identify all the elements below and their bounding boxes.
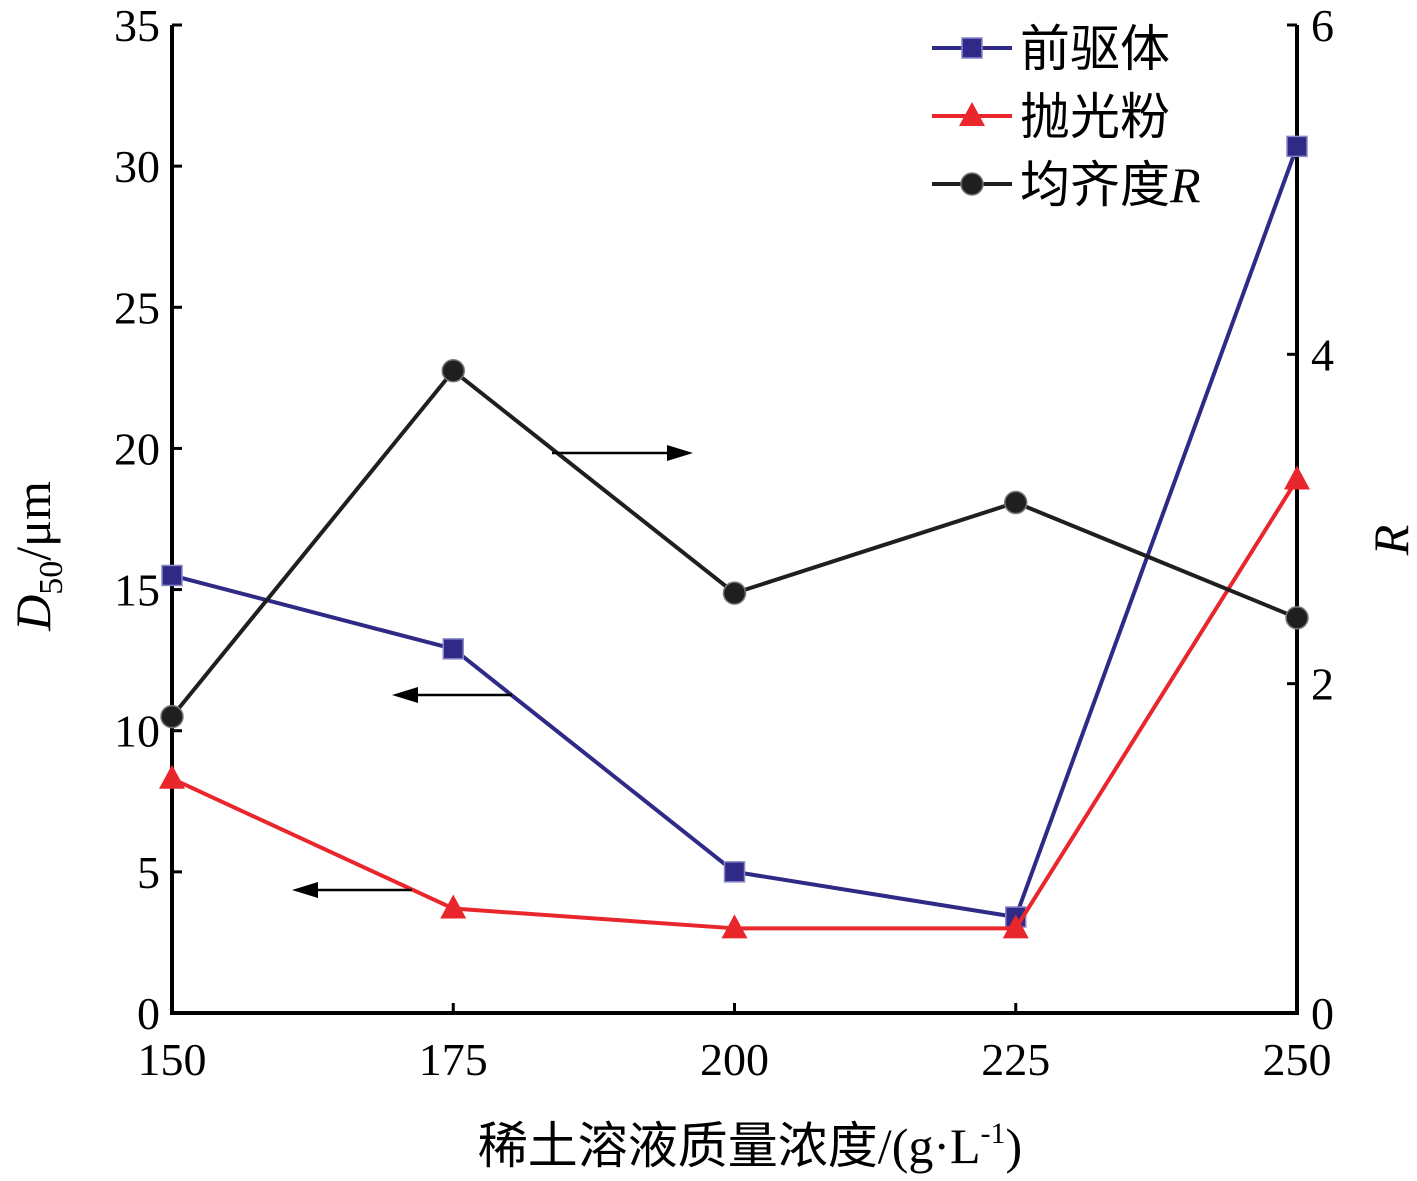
data-point-triangle <box>721 914 748 939</box>
arrow-left-axis-powder-head <box>292 882 318 898</box>
x-axis-title-end: ) <box>1006 1118 1023 1174</box>
x-tick-label: 200 <box>700 1034 769 1085</box>
y-tick-label: 20 <box>114 423 160 474</box>
y-axis-title-sub: 50 <box>33 561 70 595</box>
x-tick-label: 250 <box>1263 1034 1332 1085</box>
data-point-circle <box>1004 490 1028 515</box>
axes: 0 5 10 15 20 25 30 35 0 2 4 6 150 175 200 225 250 <box>114 0 1334 1085</box>
x-axis-title-text: 稀土溶液质量浓度/(g·L <box>478 1118 981 1174</box>
x-axis-title-sup: -1 <box>981 1117 1006 1150</box>
x-tick-label: 150 <box>138 1034 207 1085</box>
y-axis-title-letter: D <box>5 595 61 632</box>
data-point-square <box>442 638 464 660</box>
x-tick-label: 175 <box>419 1034 488 1085</box>
data-point-triangle <box>1284 465 1310 490</box>
y2-tick-label: 0 <box>1311 988 1334 1039</box>
y2-tick-label: 2 <box>1311 659 1334 710</box>
legend-label: 抛光粉 <box>1020 89 1170 145</box>
y-tick-label: 5 <box>137 847 160 898</box>
y2-axis-title: R <box>1363 525 1417 557</box>
legend-label-text: 前驱体 <box>1020 21 1170 77</box>
data-point-square <box>161 564 183 587</box>
data-point-square <box>1286 135 1308 158</box>
x-axis-title: 稀土溶液质量浓度/(g·L-1) <box>478 1117 1022 1174</box>
legend-label-italic: R <box>1169 157 1201 213</box>
data-point-circle <box>1285 606 1309 630</box>
y2-tick-label: 6 <box>1311 0 1334 51</box>
data-point-triangle <box>1002 914 1029 939</box>
data-point-circle <box>441 359 465 383</box>
legend-marker-circle <box>960 172 984 196</box>
data-point-square <box>723 861 746 883</box>
legend-label: 均齐度R <box>1020 157 1201 213</box>
x-tick-label: 225 <box>981 1034 1050 1085</box>
arrow-left-axis-precursor-head <box>392 687 418 703</box>
series-line-circle <box>170 368 1298 718</box>
series-layer <box>159 135 1310 939</box>
data-point-triangle <box>159 764 185 789</box>
y-tick-label: 0 <box>137 988 160 1039</box>
series-circle-group <box>160 359 1309 729</box>
data-point-triangle <box>440 894 467 919</box>
series-triangle-group <box>159 465 1310 939</box>
y-axis-title-unit: /μm <box>5 481 61 561</box>
legend-label-text: 均齐度 <box>1020 157 1170 213</box>
y-axis-title: D50/μm <box>5 481 70 632</box>
y-tick-label: 25 <box>114 282 160 333</box>
y2-tick-label: 4 <box>1311 329 1334 380</box>
series-square-group <box>161 135 1308 928</box>
y-tick-label: 35 <box>114 0 160 51</box>
y-tick-label: 15 <box>114 565 160 616</box>
legend-marker-triangle <box>959 102 985 126</box>
y-tick-label: 30 <box>114 141 160 192</box>
data-point-circle <box>160 704 184 729</box>
legend-label-text: 抛光粉 <box>1020 89 1170 145</box>
series-line-square <box>171 145 1299 920</box>
annotation-arrows <box>292 445 693 898</box>
y-tick-label: 10 <box>114 706 160 757</box>
data-point-circle <box>722 581 747 605</box>
legend-label: 前驱体 <box>1020 21 1170 77</box>
legend-marker-square <box>961 37 983 59</box>
arrow-right-axis-head <box>667 445 693 461</box>
